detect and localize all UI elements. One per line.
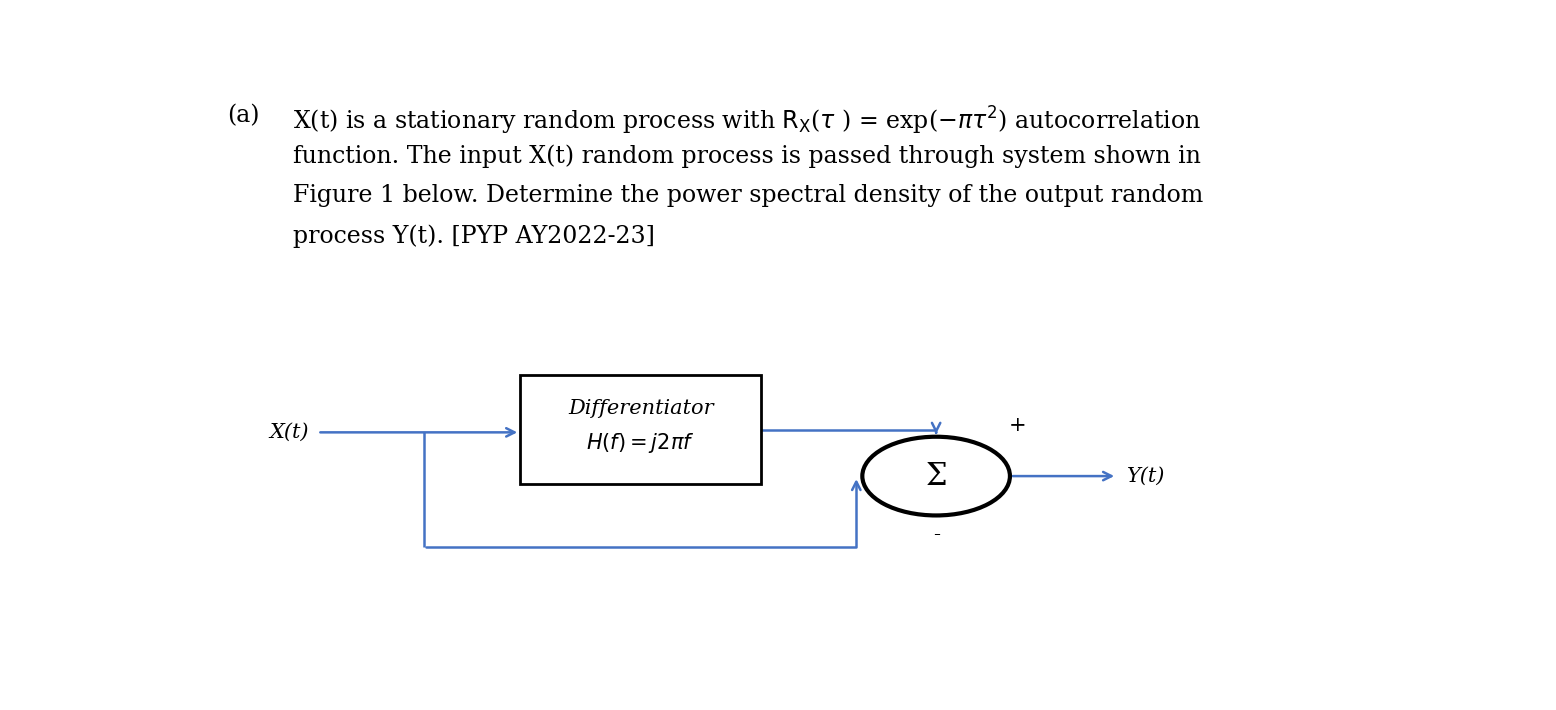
Text: Σ: Σ [926, 461, 948, 491]
FancyBboxPatch shape [520, 375, 761, 484]
Text: X(t): X(t) [269, 423, 310, 442]
Text: Differentiator: Differentiator [568, 399, 714, 418]
Text: (a): (a) [227, 104, 260, 127]
Text: +: + [1008, 416, 1025, 435]
Text: process Y(t). [PYP AY2022-23]: process Y(t). [PYP AY2022-23] [294, 224, 655, 248]
Text: Y(t): Y(t) [1127, 466, 1165, 486]
Text: X(t) is a stationary random process with $\mathrm{R_X}$($\tau$ ) = exp($-\pi\tau: X(t) is a stationary random process with… [294, 104, 1201, 136]
Text: Figure 1 below. Determine the power spectral density of the output random: Figure 1 below. Determine the power spec… [294, 184, 1204, 207]
Text: function. The input X(t) random process is passed through system shown in: function. The input X(t) random process … [294, 144, 1201, 168]
Ellipse shape [862, 437, 1010, 515]
Text: -: - [932, 525, 940, 545]
Text: $\mathit{H(f) = j2\pi f}$: $\mathit{H(f) = j2\pi f}$ [587, 431, 696, 455]
